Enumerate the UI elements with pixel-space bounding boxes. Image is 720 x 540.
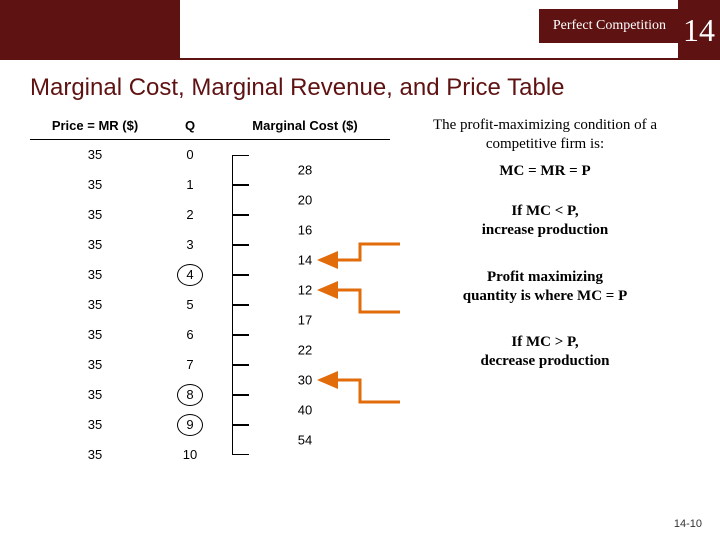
note-profit-1: Profit maximizing bbox=[487, 269, 603, 285]
bracket-icon bbox=[232, 215, 248, 245]
content-area: Price = MR ($) Q Marginal Cost ($) 35035… bbox=[0, 112, 720, 470]
price-cell: 35 bbox=[30, 380, 160, 410]
table-row: 35316 bbox=[30, 230, 390, 260]
bracket-icon bbox=[232, 275, 248, 305]
bracket-icon bbox=[232, 335, 248, 365]
table-wrap: Price = MR ($) Q Marginal Cost ($) 35035… bbox=[30, 112, 390, 470]
price-cell: 35 bbox=[30, 140, 160, 170]
price-cell: 35 bbox=[30, 200, 160, 230]
table-row: 35830 bbox=[30, 380, 390, 410]
note-profit-2: quantity is where MC = P bbox=[463, 288, 628, 304]
circled-value: 9 bbox=[177, 414, 203, 436]
table-row: 35617 bbox=[30, 320, 390, 350]
note-profit-max: Profit maximizing quantity is where MC =… bbox=[400, 268, 690, 306]
q-cell: 4 bbox=[160, 260, 220, 290]
note-decrease: If MC > P, decrease production bbox=[400, 333, 690, 371]
mc-value: 22 bbox=[298, 342, 312, 357]
q-cell: 6 bbox=[160, 320, 220, 350]
table-row: 35722 bbox=[30, 350, 390, 380]
header-bar: Perfect Competition 14 bbox=[0, 0, 720, 60]
mc-value: 30 bbox=[298, 372, 312, 387]
chapter-label: Perfect Competition bbox=[539, 9, 680, 43]
econ-table: Price = MR ($) Q Marginal Cost ($) 35035… bbox=[30, 112, 390, 470]
mc-value: 40 bbox=[298, 402, 312, 417]
bracket-icon bbox=[232, 425, 248, 455]
q-cell: 5 bbox=[160, 290, 220, 320]
q-cell: 1 bbox=[160, 170, 220, 200]
note-decrease-cond: If MC > P, bbox=[511, 334, 578, 350]
q-cell: 7 bbox=[160, 350, 220, 380]
q-cell: 0 bbox=[160, 140, 220, 170]
note-condition-intro: The profit-maximizing condition of a com… bbox=[400, 116, 690, 154]
col-header-q: Q bbox=[160, 112, 220, 140]
mc-value: 20 bbox=[298, 192, 312, 207]
table-row: 35940 bbox=[30, 410, 390, 440]
note-increase-cond: If MC < P, bbox=[511, 203, 578, 219]
bracket-icon bbox=[232, 245, 248, 275]
table-row: 350 bbox=[30, 140, 390, 170]
q-cell: 3 bbox=[160, 230, 220, 260]
slide-number: 14-10 bbox=[674, 518, 702, 530]
table-row: 351054 bbox=[30, 440, 390, 470]
table-row: 35220 bbox=[30, 200, 390, 230]
price-cell: 35 bbox=[30, 440, 160, 470]
bracket-icon bbox=[232, 395, 248, 425]
bracket-icon bbox=[232, 185, 248, 215]
chapter-number: 14 bbox=[678, 0, 720, 60]
q-cell: 10 bbox=[160, 440, 220, 470]
circled-value: 4 bbox=[177, 264, 203, 286]
price-cell: 35 bbox=[30, 320, 160, 350]
mc-value: 12 bbox=[298, 282, 312, 297]
mc-value: 54 bbox=[298, 432, 312, 447]
table-row: 35414 bbox=[30, 260, 390, 290]
bracket-icon bbox=[232, 365, 248, 395]
table-row: 35512 bbox=[30, 290, 390, 320]
mc-value: 28 bbox=[298, 162, 312, 177]
bracket-icon bbox=[232, 155, 248, 185]
price-cell: 35 bbox=[30, 290, 160, 320]
price-cell: 35 bbox=[30, 260, 160, 290]
note-decrease-action: decrease production bbox=[480, 353, 609, 369]
mc-value: 17 bbox=[298, 312, 312, 327]
price-cell: 35 bbox=[30, 350, 160, 380]
mc-value: 14 bbox=[298, 252, 312, 267]
price-cell: 35 bbox=[30, 230, 160, 260]
mc-value: 16 bbox=[298, 222, 312, 237]
col-header-price: Price = MR ($) bbox=[30, 112, 160, 140]
table-row: 35128 bbox=[30, 170, 390, 200]
note-increase-action: increase production bbox=[482, 222, 609, 238]
q-cell: 9 bbox=[160, 410, 220, 440]
circled-value: 8 bbox=[177, 384, 203, 406]
price-cell: 35 bbox=[30, 170, 160, 200]
q-cell: 2 bbox=[160, 200, 220, 230]
mc-cell: 54 bbox=[220, 440, 390, 470]
q-cell: 8 bbox=[160, 380, 220, 410]
bracket-icon bbox=[232, 305, 248, 335]
table-header-row: Price = MR ($) Q Marginal Cost ($) bbox=[30, 112, 390, 140]
notes-column: The profit-maximizing condition of a com… bbox=[400, 112, 690, 470]
note-formula: MC = MR = P bbox=[400, 162, 690, 181]
table-body: 3503512835220353163541435512356173572235… bbox=[30, 140, 390, 470]
note-increase: If MC < P, increase production bbox=[400, 202, 690, 240]
header-left-block bbox=[0, 0, 180, 60]
price-cell: 35 bbox=[30, 410, 160, 440]
slide-title: Marginal Cost, Marginal Revenue, and Pri… bbox=[0, 60, 720, 112]
col-header-mc: Marginal Cost ($) bbox=[220, 112, 390, 140]
